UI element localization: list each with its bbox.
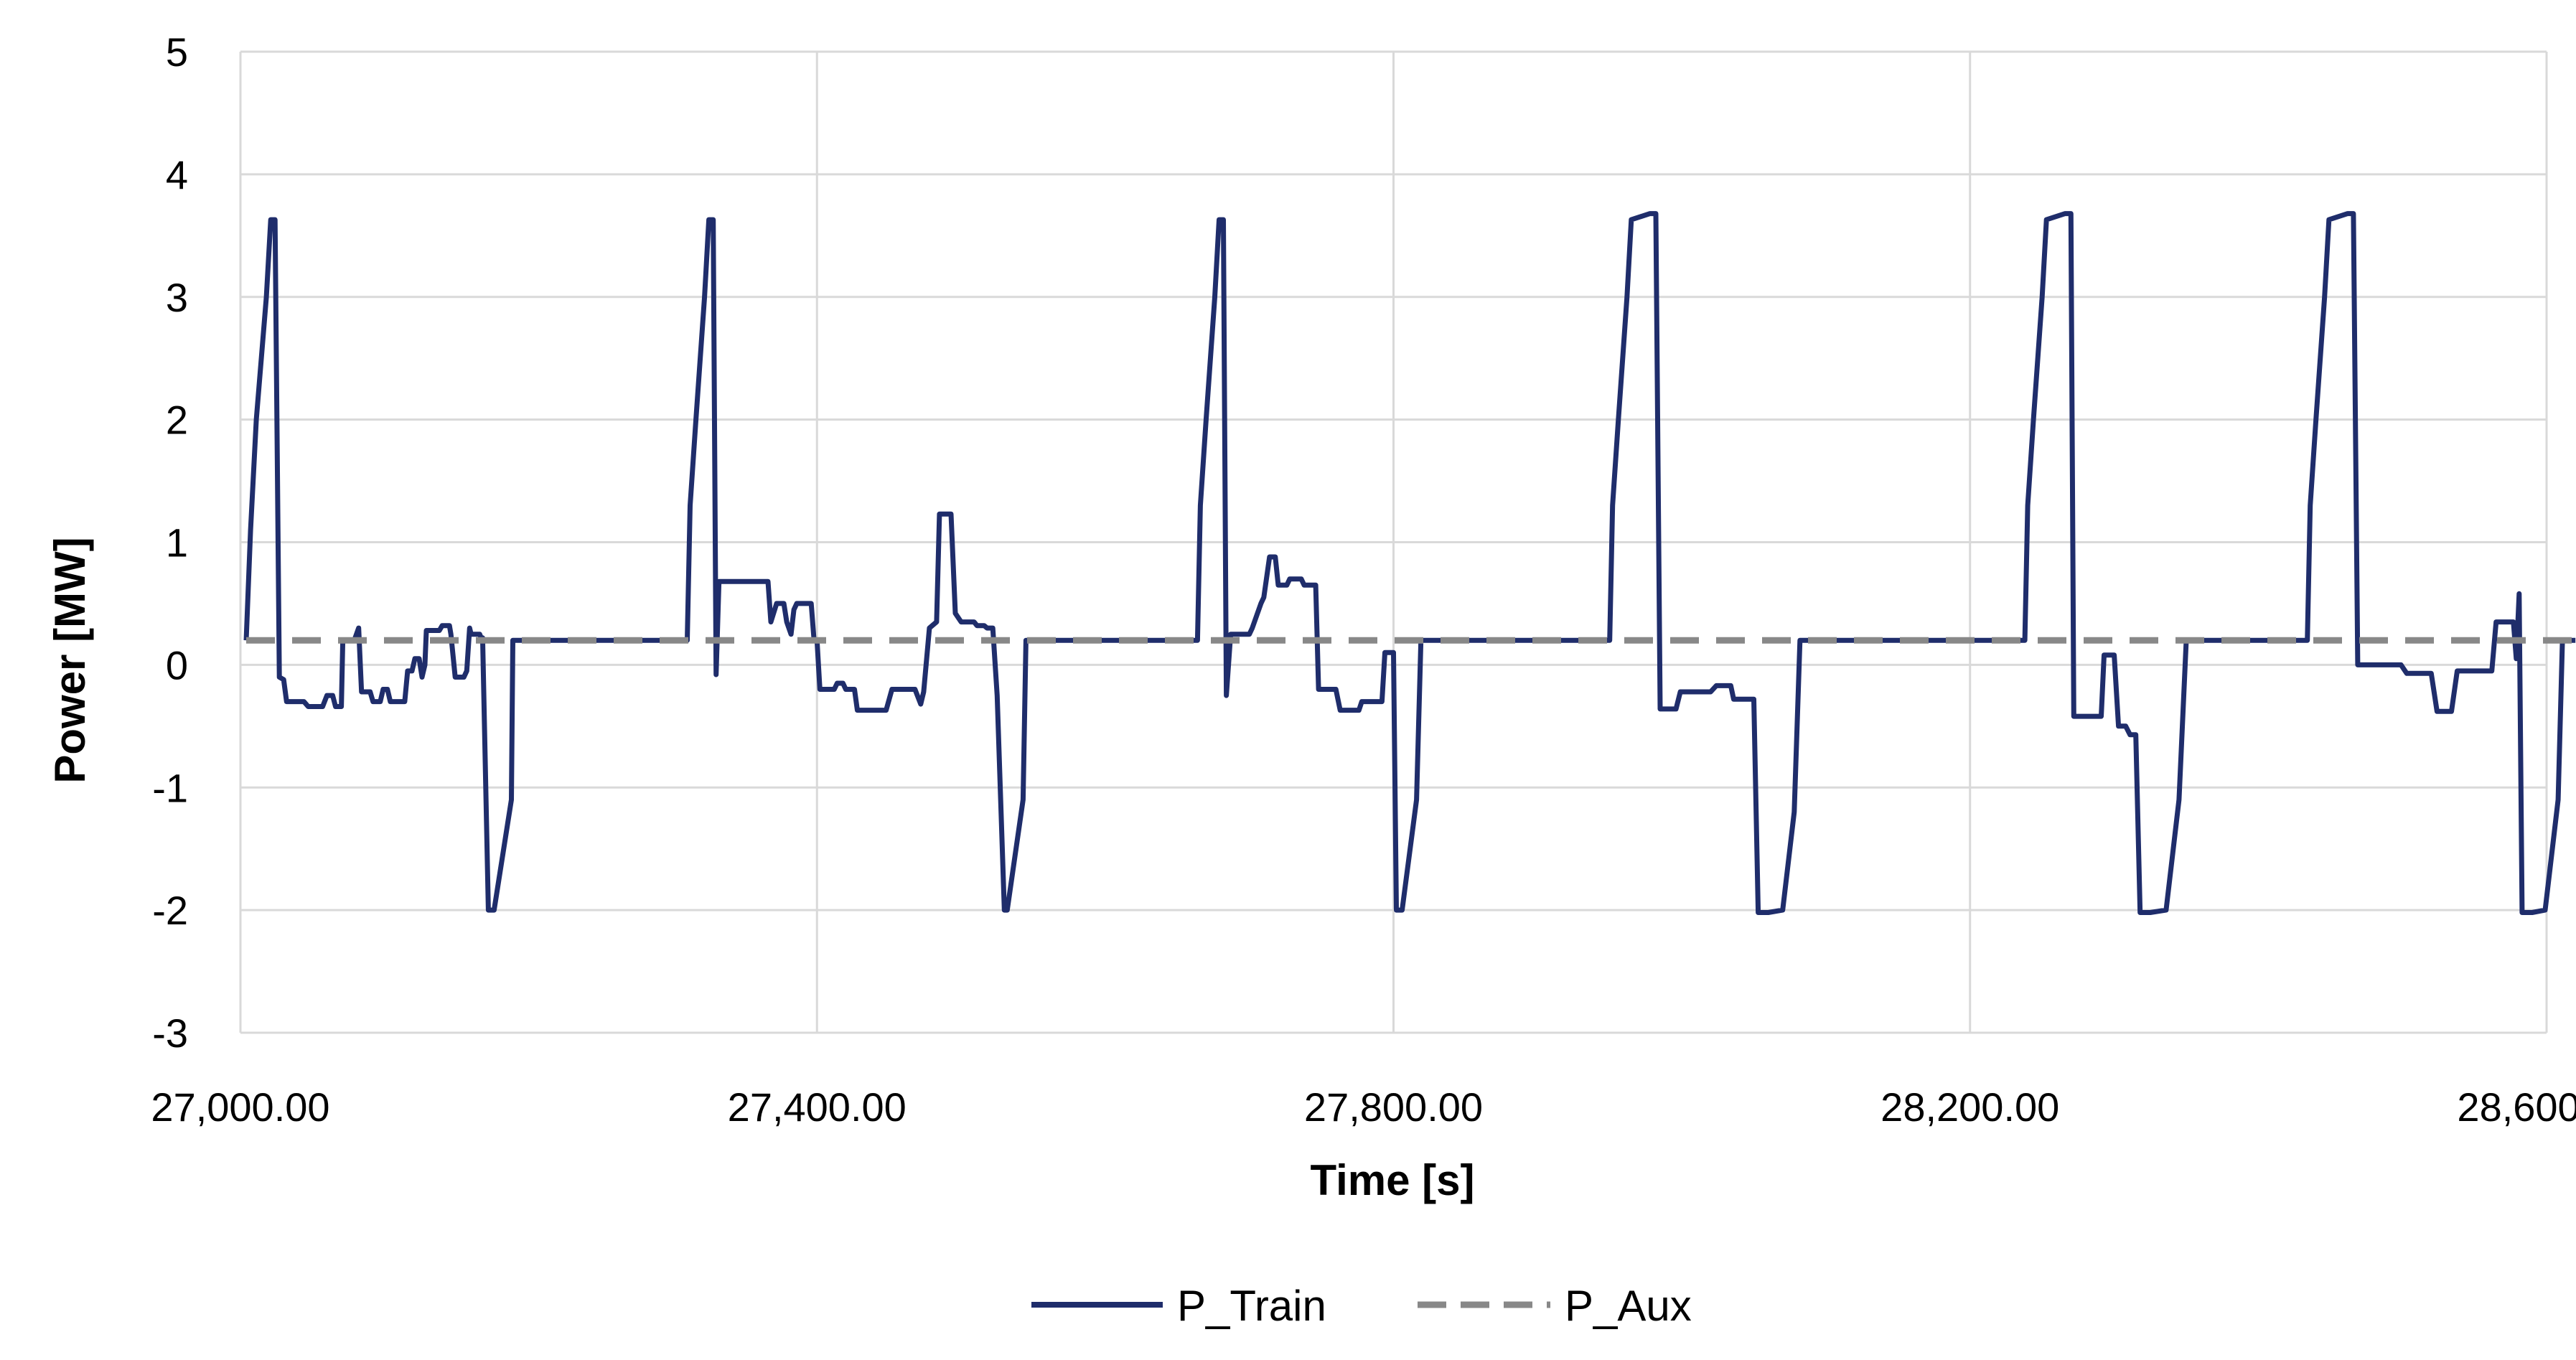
series-group [243,211,2576,915]
y-axis-title: Power [MW] [46,537,94,783]
x-axis-title: Time [s] [1311,1156,1475,1204]
y-tick-labels: -3 -2 -1 0 1 2 3 4 5 [152,29,188,1056]
y-tick-label: -1 [152,765,188,810]
y-tick-label: 3 [166,275,188,320]
series-line-p-train [243,211,2576,915]
x-tick-label: 28,600.00 [2457,1084,2576,1130]
y-tick-label: -3 [152,1010,188,1056]
x-tick-labels: 27,000.00 27,400.00 27,800.00 28,200.00 28,6… [151,1084,2576,1130]
y-tick-label: 5 [166,29,188,75]
x-tick-label: 27,800.00 [1304,1084,1483,1130]
y-tick-label: 1 [166,520,188,566]
y-tick-label: 4 [166,152,188,197]
x-tick-label: 27,400.00 [728,1084,907,1130]
x-tick-label: 27,000.00 [151,1084,329,1130]
legend-label-p-aux: P_Aux [1565,1282,1692,1330]
y-tick-label: -2 [152,888,188,933]
grid-lines [239,50,2548,1034]
legend: P_Train P_Aux [1031,1282,1692,1330]
y-tick-label: 0 [166,642,188,688]
x-tick-label: 28,200.00 [1881,1084,2059,1130]
legend-label-p-train: P_Train [1177,1282,1326,1330]
y-tick-label: 2 [166,398,188,443]
